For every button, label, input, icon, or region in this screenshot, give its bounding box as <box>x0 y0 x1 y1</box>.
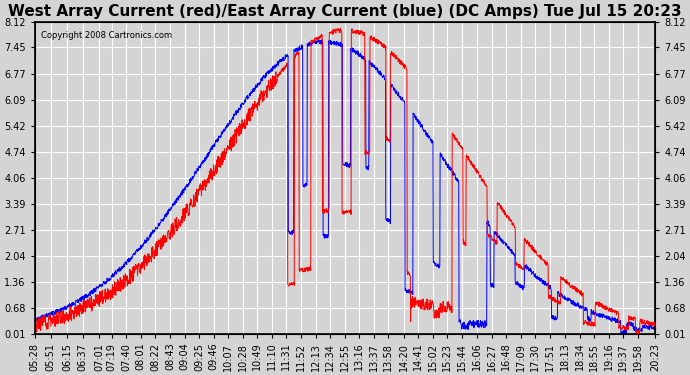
Title: West Array Current (red)/East Array Current (blue) (DC Amps) Tue Jul 15 20:23: West Array Current (red)/East Array Curr… <box>8 4 682 19</box>
Text: Copyright 2008 Cartronics.com: Copyright 2008 Cartronics.com <box>41 31 172 40</box>
